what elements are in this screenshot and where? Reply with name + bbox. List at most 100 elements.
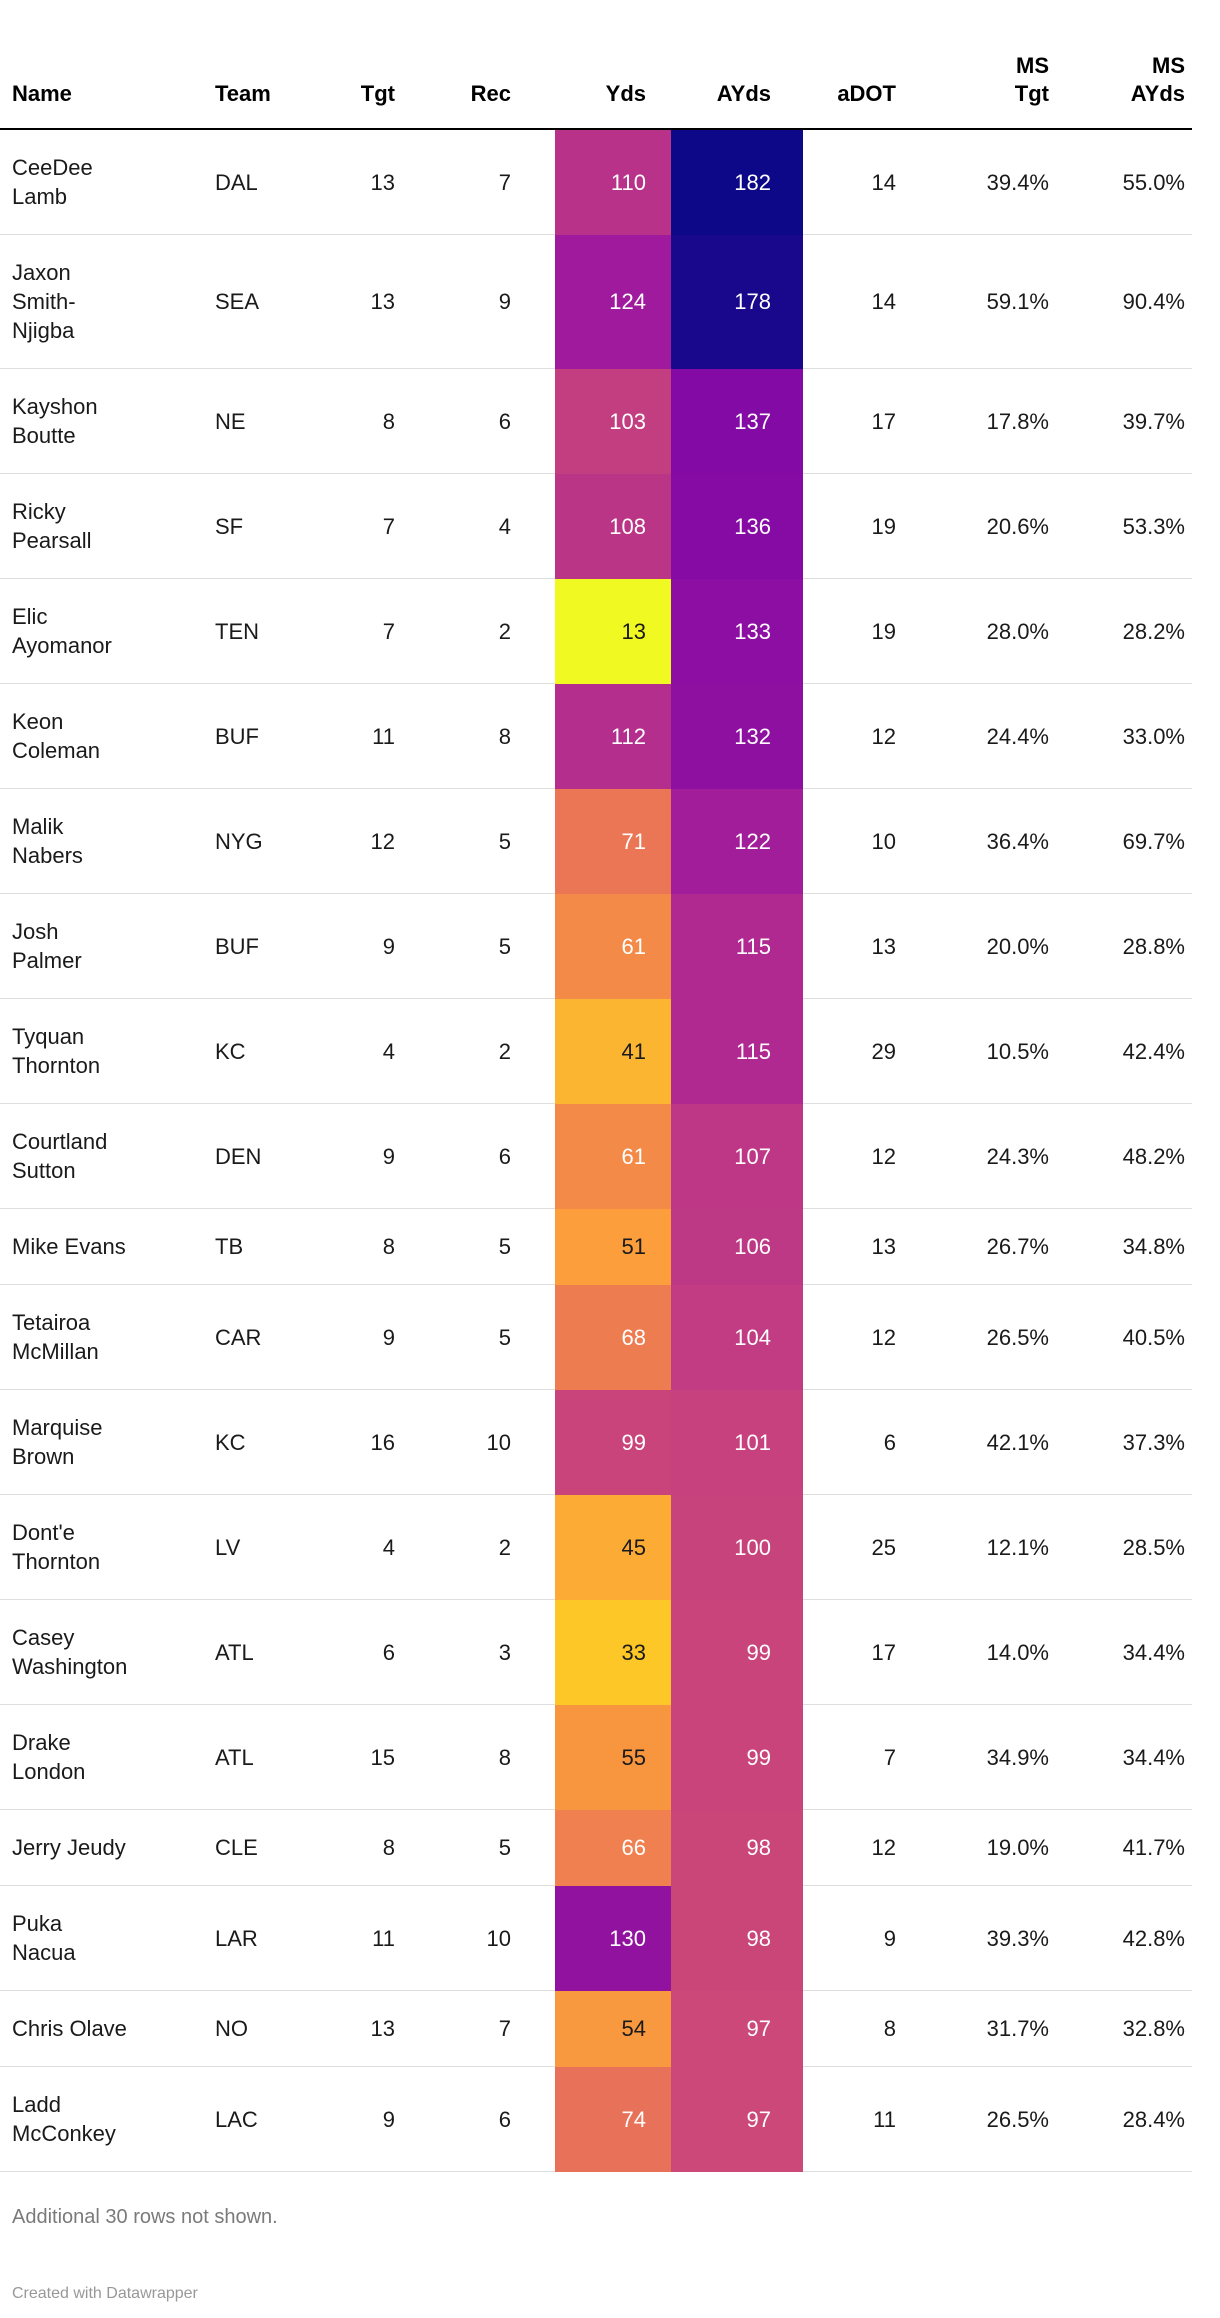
receptions-cell: 10 [397,1885,555,1991]
ms-ayds-cell: 28.2% [1056,578,1192,684]
table-row: Malik Nabers NYG 12 5 71 122 10 36.4% 69… [0,788,1192,894]
receptions-cell: 2 [397,578,555,684]
player-name: Jerry Jeudy [12,1835,126,1860]
yards-heatmap-cell: 99 [555,1389,671,1495]
ms-tgt-cell: 36.4% [903,788,1056,894]
targets-cell: 16 [325,1389,397,1495]
yards-heatmap-cell: 61 [555,893,671,999]
targets-cell: 11 [325,683,397,789]
col-header-ms-tgt: MS Tgt [903,24,1056,130]
adot-cell: 12 [803,683,903,789]
yards-heatmap-cell: 54 [555,1990,671,2067]
player-name: Dont'e Thornton [12,1520,101,1574]
receptions-cell: 5 [397,1208,555,1285]
ms-ayds-cell: 28.5% [1056,1494,1192,1600]
ms-ayds-cell: 90.4% [1056,234,1192,369]
targets-cell: 4 [325,1494,397,1600]
adot-cell: 14 [871,169,896,195]
yards-heatmap-cell: 71 [555,788,671,894]
targets-cell: 9 [325,1103,397,1209]
player-name-cell: Josh Palmer [0,893,215,999]
yards-heatmap-cell: 74 [555,2066,671,2172]
col-header-adot: aDOT [803,24,903,130]
ms-tgt-cell: 31.7% [903,1990,1056,2067]
adot-cell: 12 [803,1284,903,1390]
player-name: Marquise Brown [12,1415,103,1469]
ms-ayds-cell: 42.8% [1056,1885,1192,1991]
yards-heatmap-cell: 13 [555,578,671,684]
player-name-cell: Dont'e Thornton [0,1494,215,1600]
adot-cell: 11 [803,2066,903,2172]
col-header-tgt: Tgt [325,24,397,130]
air-yards-heatmap-cell: 178 [671,234,803,369]
ms-ayds-cell: 33.0% [1056,683,1192,789]
ms-tgt-cell: 39.3% [903,1885,1056,1991]
player-name: Tyquan Thornton [12,1024,101,1078]
table-row: Casey Washington ATL 6 3 33 99 17 14.0% … [0,1599,1192,1705]
air-yards-heatmap-cell: 115 [671,998,803,1104]
player-name-cell: Mike Evans [0,1208,215,1285]
targets-cell: 9 [325,1284,397,1390]
table-row: Dont'e Thornton LV 4 2 45 100 25 12.1% 2… [0,1494,1192,1600]
receptions-cell: 2 [397,1494,555,1600]
player-name-cell: Courtland Sutton [0,1103,215,1209]
table-row: Marquise Brown KC 16 10 99 101 6 42.1% 3… [0,1389,1192,1495]
table-row: Elic Ayomanor TEN 7 2 13 133 19 28.0% 28… [0,578,1192,684]
col-header-name: Name [0,24,215,130]
adot-cell: 17 [803,368,903,474]
player-name-cell: Jaxon Smith-Njigba [0,234,215,369]
col-header-ms-ayds: MS AYds [1056,24,1192,130]
receptions-cell: 5 [397,788,555,894]
player-name: Puka Nacua [12,1911,76,1965]
air-yards-heatmap-cell: 106 [671,1208,803,1285]
air-yards-heatmap-cell: 104 [671,1284,803,1390]
team-cell: LAC [215,2066,325,2172]
targets-cell: 13 [325,234,397,369]
player-name-cell: Chris Olave [0,1990,215,2067]
yards-heatmap-cell: 108 [555,473,671,579]
player-name-cell: Kayshon Boutte [0,368,215,474]
team-cell: TB [215,1208,325,1285]
player-name: Tetairoa McMillan [12,1310,99,1364]
team-cell: CAR [215,1284,325,1390]
adot-cell: 10 [803,788,903,894]
player-name-cell: Tetairoa McMillan [0,1284,215,1390]
team-cell: NE [215,368,325,474]
air-yards-heatmap-cell: 98 [671,1809,803,1886]
table-row: Tetairoa McMillan CAR 9 5 68 104 12 26.5… [0,1284,1192,1390]
air-yards-heatmap-cell: 136 [671,473,803,579]
player-name-cell: Casey Washington [0,1599,215,1705]
truncation-note: Additional 30 rows not shown. [12,2206,278,2228]
air-yards-heatmap-cell: 133 [671,578,803,684]
adot-cell: 19 [803,578,903,684]
ms-ayds-cell: 28.8% [1056,893,1192,999]
team-cell: CLE [215,1809,325,1886]
air-yards-heatmap-cell: 99 [671,1704,803,1810]
receptions-cell: 6 [397,368,555,474]
adot-cell: 12 [803,1809,903,1886]
ms-tgt-cell: 26.5% [903,2066,1056,2172]
player-name-cell: Puka Nacua [0,1885,215,1991]
adot-cell: 29 [803,998,903,1104]
player-name: Drake London [12,1730,86,1784]
ms-ayds-cell: 34.4% [1056,1599,1192,1705]
air-yards-heatmap-cell: 182 [671,129,803,235]
receptions-cell: 3 [397,1599,555,1705]
yards-heatmap-cell: 68 [555,1284,671,1390]
air-yards-heatmap-cell: 132 [671,683,803,789]
air-yards-heatmap-cell: 137 [671,368,803,474]
targets-cell: 6 [325,1599,397,1705]
air-yards-heatmap-cell: 101 [671,1389,803,1495]
ms-tgt-cell: 39.4% [986,169,1049,195]
ms-ayds-cell: 48.2% [1056,1103,1192,1209]
player-name-cell: CeeDee Lamb [0,129,215,235]
adot-cell: 19 [803,473,903,579]
yards-heatmap-cell: 112 [555,683,671,789]
ms-tgt-cell: 10.5% [903,998,1056,1104]
yards-heatmap-cell: 103 [555,368,671,474]
ms-tgt-cell: 28.0% [903,578,1056,684]
ms-tgt-cell: 20.6% [903,473,1056,579]
table-row: Jerry Jeudy CLE 8 5 66 98 12 19.0% 41.7% [0,1809,1192,1886]
table-row: Josh Palmer BUF 9 5 61 115 13 20.0% 28.8… [0,893,1192,999]
adot-cell: 7 [803,1704,903,1810]
